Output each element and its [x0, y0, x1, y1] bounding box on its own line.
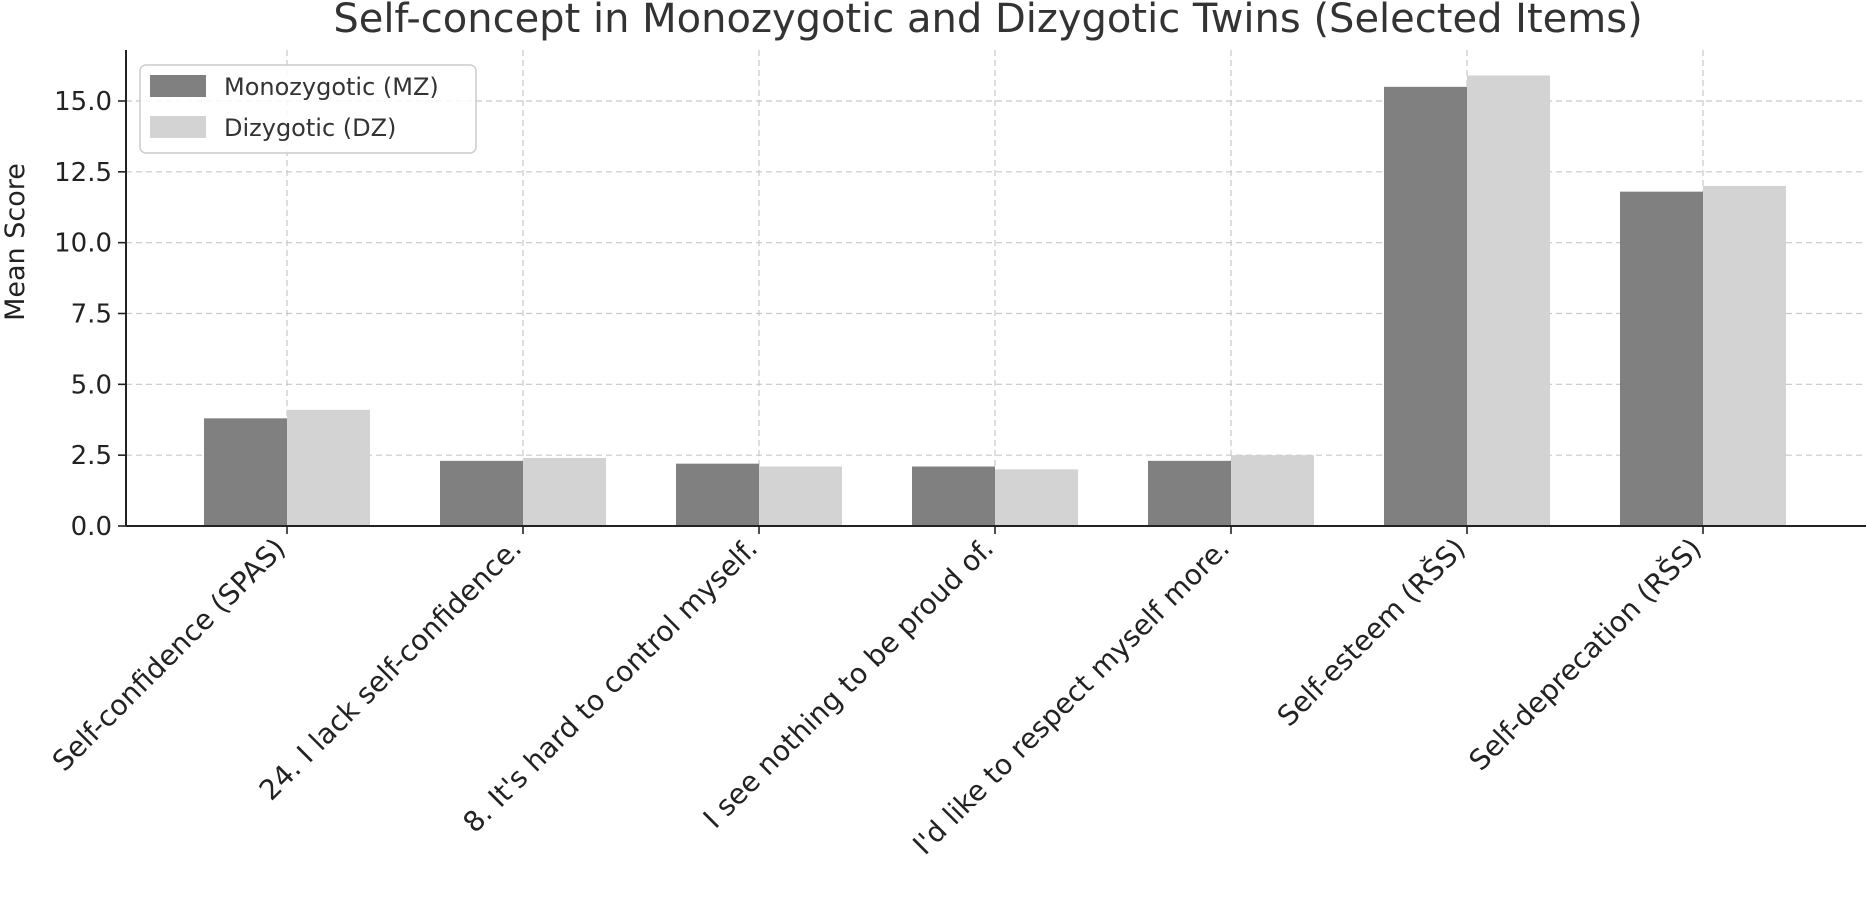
y-tick-label: 2.5 — [71, 441, 112, 471]
y-tick-label: 12.5 — [54, 158, 112, 188]
legend-swatch-mz — [150, 75, 206, 97]
bar-dz — [1231, 455, 1314, 526]
bar-dz — [995, 469, 1078, 526]
axes — [125, 50, 1866, 527]
bar-mz — [1620, 191, 1703, 526]
y-tick-label: 15.0 — [54, 87, 112, 117]
legend-frame — [139, 64, 477, 154]
bar-mz — [912, 466, 995, 526]
bar-mz — [204, 418, 287, 526]
x-ticks: Self-confidence (SPAS)24. I lack self-co… — [46, 526, 1708, 861]
y-tick-label: 5.0 — [71, 370, 112, 400]
x-tick-label: Self-esteem (RŠS) — [1270, 531, 1472, 733]
y-tick-label: 0.0 — [71, 512, 112, 542]
y-tick-label: 7.5 — [71, 300, 112, 330]
legend-swatch-dz — [150, 116, 206, 138]
bar-dz — [759, 466, 842, 526]
x-tick-label: Self-confidence (SPAS) — [46, 532, 292, 778]
bars — [204, 75, 1786, 526]
bar-mz — [1148, 460, 1231, 526]
bar-mz — [676, 463, 759, 526]
bar-mz — [440, 460, 523, 526]
bar-mz — [1384, 86, 1467, 526]
y-tick-label: 10.0 — [54, 229, 112, 259]
bar-dz — [1467, 75, 1550, 526]
legend-label-dz: Dizygotic (DZ) — [224, 114, 396, 142]
x-tick-label: Self-deprecation (RŠS) — [1462, 531, 1708, 777]
bar-dz — [523, 458, 606, 526]
legend-label-mz: Monozygotic (MZ) — [224, 73, 439, 101]
chart-title: Self-concept in Monozygotic and Dizygoti… — [333, 0, 1642, 42]
bar-dz — [287, 409, 370, 526]
y-axis-label: Mean Score — [0, 163, 31, 321]
x-tick-label: 24. I lack self-confidence. — [253, 532, 528, 807]
bar-dz — [1703, 186, 1786, 526]
legend: Monozygotic (MZ) Dizygotic (DZ) — [139, 64, 477, 154]
y-ticks: 0.0 2.5 5.0 7.5 10.0 12.5 15.0 — [54, 87, 126, 542]
